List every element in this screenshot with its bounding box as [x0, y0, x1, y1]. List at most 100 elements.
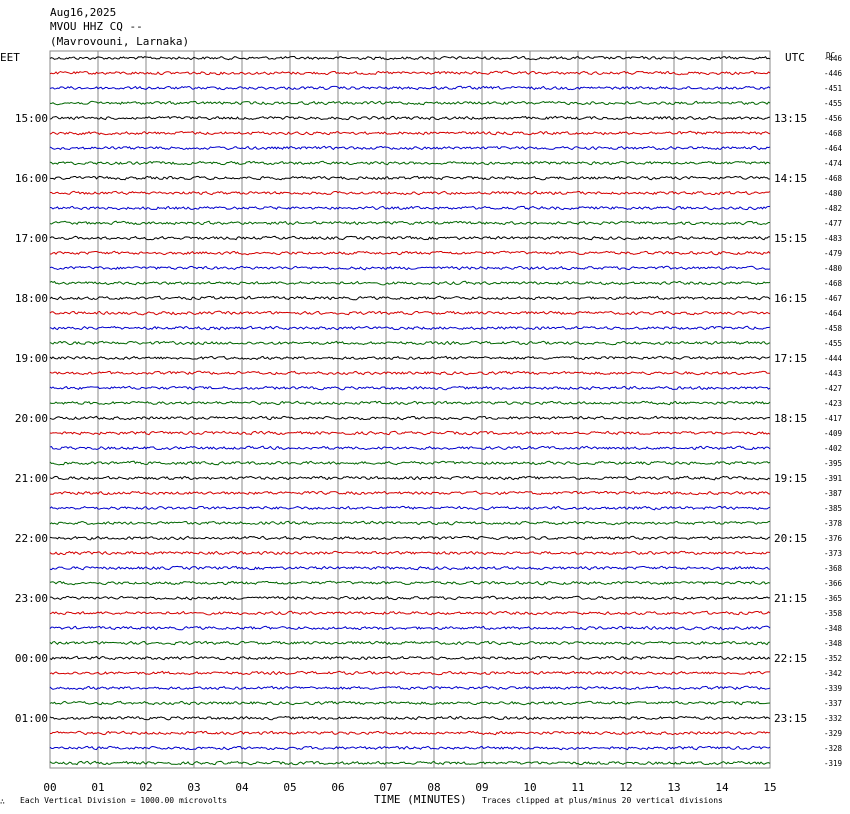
- x-axis-title: TIME (MINUTES): [374, 793, 467, 806]
- seismic-trace: [49, 340, 771, 346]
- right-time-label: 20:15: [774, 532, 807, 545]
- seismic-trace: [49, 310, 771, 316]
- seismic-trace: [49, 640, 771, 646]
- seismic-trace: [49, 370, 771, 376]
- seismic-trace: [49, 100, 771, 106]
- x-tick-label: 08: [427, 781, 440, 794]
- seismic-trace: [49, 550, 771, 556]
- seismic-trace: [49, 115, 771, 121]
- seismic-trace: [49, 400, 771, 406]
- x-tick-label: 04: [235, 781, 249, 794]
- seismic-trace: [49, 55, 771, 61]
- dc-offset-header: DC: [826, 51, 835, 60]
- dc-offset-label: -468: [824, 129, 843, 138]
- dc-offset-label: -328: [824, 744, 843, 753]
- left-time-label: 17:00: [15, 232, 48, 245]
- seismic-trace: [49, 295, 771, 301]
- seismic-trace: [49, 415, 771, 421]
- seismic-trace: [49, 265, 771, 271]
- dc-offset-label: -455: [824, 99, 842, 108]
- dc-offset-label: -479: [824, 249, 842, 258]
- seismic-trace: [49, 220, 771, 226]
- seismic-trace: [49, 280, 771, 286]
- dc-offset-label: -482: [824, 204, 842, 213]
- dc-offset-label: -483: [824, 234, 842, 243]
- seismic-trace: [49, 250, 771, 256]
- right-time-label: 23:15: [774, 712, 807, 725]
- seismic-trace: [49, 85, 771, 91]
- dc-offset-label: -477: [824, 219, 842, 228]
- dc-offset-label: -348: [824, 624, 843, 633]
- seismic-trace: [49, 490, 771, 496]
- dc-offset-label: -444: [824, 354, 843, 363]
- dc-offset-label: -368: [824, 564, 843, 573]
- right-time-label: 14:15: [774, 172, 807, 185]
- seismic-trace: [49, 175, 770, 181]
- seismic-trace: [49, 130, 771, 136]
- x-tick-label: 15: [763, 781, 776, 794]
- seismic-trace: [49, 385, 771, 391]
- dc-offset-label: -358: [824, 609, 843, 618]
- x-tick-label: 14: [715, 781, 729, 794]
- seismic-trace: [49, 505, 771, 511]
- dc-offset-label: -417: [824, 414, 842, 423]
- dc-offset-label: -423: [824, 399, 842, 408]
- dc-offset-label: -385: [824, 504, 842, 513]
- dc-offset-label: -446: [824, 54, 843, 63]
- x-tick-label: 06: [331, 781, 344, 794]
- x-tick-label: 11: [571, 781, 584, 794]
- seismic-trace: [49, 235, 771, 241]
- seismic-trace: [49, 205, 771, 211]
- seismic-trace: [49, 160, 771, 166]
- right-time-label: 18:15: [774, 412, 807, 425]
- dc-offset-label: -373: [824, 549, 842, 558]
- dc-offset-label: -464: [824, 309, 843, 318]
- seismic-trace: [49, 745, 771, 751]
- seismic-trace: [49, 715, 771, 721]
- x-tick-label: 07: [379, 781, 392, 794]
- x-tick-label: 00: [43, 781, 56, 794]
- dc-offset-label: -332: [824, 714, 842, 723]
- seismic-trace: [49, 670, 771, 676]
- seismic-trace: [49, 655, 771, 661]
- header-date: Aug16,2025: [50, 6, 116, 19]
- dc-offset-label: -456: [824, 114, 843, 123]
- seismic-trace: [49, 595, 771, 601]
- dc-offset-label: -458: [824, 324, 843, 333]
- dc-offset-label: -387: [824, 489, 842, 498]
- seismic-trace: [49, 580, 771, 586]
- dc-offset-label: -348: [824, 639, 843, 648]
- dc-offset-label: -391: [824, 474, 842, 483]
- seismic-trace: [49, 625, 771, 631]
- seismic-trace: [49, 565, 771, 571]
- left-time-label: 01:00: [15, 712, 48, 725]
- seismic-trace: [49, 355, 771, 361]
- dc-offset-label: -480: [824, 189, 843, 198]
- dc-offset-label: -319: [824, 759, 842, 768]
- dc-offset-label: -395: [824, 459, 842, 468]
- seismic-trace: [49, 190, 771, 196]
- dc-offset-label: -352: [824, 654, 842, 663]
- dc-offset-label: -376: [824, 534, 843, 543]
- left-time-label: 15:00: [15, 112, 48, 125]
- dc-offset-label: -443: [824, 369, 842, 378]
- x-tick-label: 12: [619, 781, 632, 794]
- dc-offset-label: -337: [824, 699, 842, 708]
- left-timezone-label: EET: [0, 51, 20, 64]
- seismic-trace: [49, 520, 771, 526]
- dc-offset-label: -365: [824, 594, 842, 603]
- left-time-label: 18:00: [15, 292, 48, 305]
- right-time-label: 15:15: [774, 232, 807, 245]
- footer-logo: ∴: [0, 797, 5, 806]
- dc-offset-label: -342: [824, 669, 842, 678]
- right-time-label: 13:15: [774, 112, 807, 125]
- dc-offset-label: -451: [824, 84, 842, 93]
- left-time-label: 19:00: [15, 352, 48, 365]
- right-time-label: 16:15: [774, 292, 807, 305]
- dc-offset-label: -409: [824, 429, 842, 438]
- seismic-trace: [49, 700, 771, 706]
- dc-offset-label: -474: [824, 159, 843, 168]
- axis-labels: 00 01 02 03 04 05 06 07 08 09 10 11 12 13 14 15 -446 -446…: [15, 54, 843, 794]
- right-time-label: 19:15: [774, 472, 807, 485]
- x-tick-label: 02: [139, 781, 152, 794]
